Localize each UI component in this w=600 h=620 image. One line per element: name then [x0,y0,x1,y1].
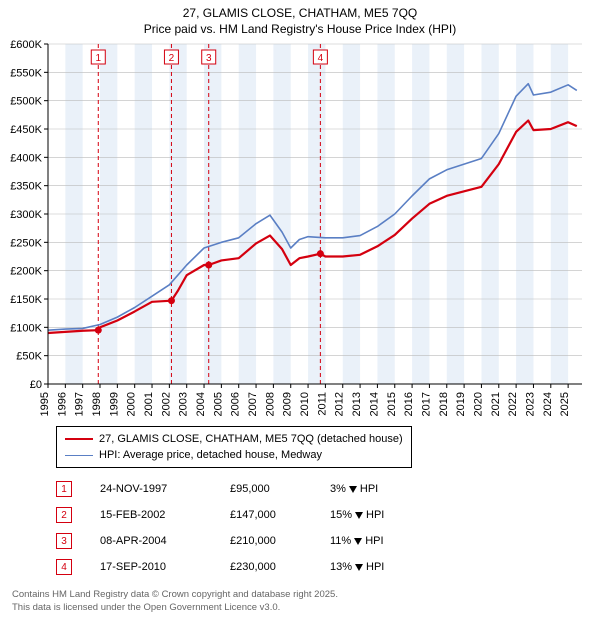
svg-text:2: 2 [169,53,175,64]
sale-marker: 3 [56,533,72,549]
svg-text:£0: £0 [30,379,42,391]
svg-text:£350K: £350K [10,181,42,193]
svg-text:2019: 2019 [455,392,467,416]
svg-text:£400K: £400K [10,152,42,164]
svg-text:£250K: £250K [10,237,42,249]
legend: 27, GLAMIS CLOSE, CHATHAM, ME5 7QQ (deta… [56,426,412,468]
sale-row: 2 15-FEB-2002£147,00015% HPI [56,502,384,528]
svg-text:1999: 1999 [108,392,120,416]
svg-text:2020: 2020 [472,392,484,416]
price-chart: 1234£0£50K£100K£150K£200K£250K£300K£350K… [48,44,582,384]
svg-text:£100K: £100K [10,322,42,334]
legend-item: 27, GLAMIS CLOSE, CHATHAM, ME5 7QQ (deta… [65,431,403,447]
svg-text:2008: 2008 [264,392,276,416]
legend-label: HPI: Average price, detached house, Medw… [99,449,322,461]
svg-text:2006: 2006 [230,392,242,416]
svg-text:£50K: £50K [16,351,42,363]
arrow-down-icon [355,564,363,571]
legend-item: HPI: Average price, detached house, Medw… [65,447,403,463]
sale-price: £147,000 [230,509,330,521]
svg-text:2009: 2009 [282,392,294,416]
svg-text:1998: 1998 [91,392,103,416]
svg-text:2005: 2005 [212,392,224,416]
svg-text:2012: 2012 [334,392,346,416]
svg-text:£300K: £300K [10,209,42,221]
legend-label: 27, GLAMIS CLOSE, CHATHAM, ME5 7QQ (deta… [99,433,403,445]
svg-text:1: 1 [95,53,101,64]
svg-text:2023: 2023 [524,392,536,416]
sale-diff: 3% HPI [330,483,378,495]
sale-row: 4 17-SEP-2010£230,00013% HPI [56,554,384,580]
sale-diff: 13% HPI [330,561,384,573]
svg-text:2004: 2004 [195,392,207,416]
svg-text:2018: 2018 [438,392,450,416]
svg-text:£500K: £500K [10,96,42,108]
sale-marker: 4 [56,559,72,575]
legend-swatch [65,438,93,440]
sale-marker: 1 [56,481,72,497]
svg-text:2022: 2022 [507,392,519,416]
svg-text:1995: 1995 [39,392,51,416]
svg-text:£450K: £450K [10,124,42,136]
svg-text:2015: 2015 [386,392,398,416]
footer: Contains HM Land Registry data © Crown c… [12,589,338,614]
svg-text:£150K: £150K [10,294,42,306]
arrow-down-icon [354,538,362,545]
svg-text:2001: 2001 [143,392,155,416]
arrow-down-icon [355,512,363,519]
chart-container: 27, GLAMIS CLOSE, CHATHAM, ME5 7QQ Price… [0,0,600,620]
svg-text:£600K: £600K [10,39,42,51]
svg-text:1996: 1996 [56,392,68,416]
svg-text:2000: 2000 [126,392,138,416]
svg-text:2025: 2025 [559,392,571,416]
svg-text:2010: 2010 [299,392,311,416]
sale-diff: 15% HPI [330,509,384,521]
sale-marker: 2 [56,507,72,523]
sale-row: 3 08-APR-2004£210,00011% HPI [56,528,384,554]
svg-text:2016: 2016 [403,392,415,416]
sale-row: 1 24-NOV-1997£95,0003% HPI [56,476,384,502]
svg-text:2002: 2002 [160,392,172,416]
arrow-down-icon [349,486,357,493]
legend-swatch [65,455,93,456]
sale-date: 08-APR-2004 [100,535,230,547]
sale-price: £230,000 [230,561,330,573]
svg-text:£550K: £550K [10,67,42,79]
title-line1: 27, GLAMIS CLOSE, CHATHAM, ME5 7QQ [0,6,600,22]
svg-text:2007: 2007 [247,392,259,416]
svg-text:2013: 2013 [351,392,363,416]
sale-price: £95,000 [230,483,330,495]
sale-diff: 11% HPI [330,535,384,547]
svg-text:3: 3 [206,53,212,64]
sale-price: £210,000 [230,535,330,547]
footer-line2: This data is licensed under the Open Gov… [12,602,338,614]
footer-line1: Contains HM Land Registry data © Crown c… [12,589,338,601]
sale-date: 24-NOV-1997 [100,483,230,495]
svg-text:2017: 2017 [420,392,432,416]
svg-text:1997: 1997 [74,392,86,416]
svg-text:2011: 2011 [316,392,328,416]
sale-date: 15-FEB-2002 [100,509,230,521]
svg-text:2021: 2021 [490,392,502,416]
svg-text:2003: 2003 [178,392,190,416]
svg-text:2024: 2024 [542,392,554,416]
svg-text:£200K: £200K [10,266,42,278]
svg-text:2014: 2014 [368,392,380,416]
title-block: 27, GLAMIS CLOSE, CHATHAM, ME5 7QQ Price… [0,0,600,37]
title-line2: Price paid vs. HM Land Registry's House … [0,22,600,38]
svg-text:4: 4 [318,53,324,64]
sale-date: 17-SEP-2010 [100,561,230,573]
sale-table: 1 24-NOV-1997£95,0003% HPI 2 15-FEB-2002£14… [56,476,384,580]
